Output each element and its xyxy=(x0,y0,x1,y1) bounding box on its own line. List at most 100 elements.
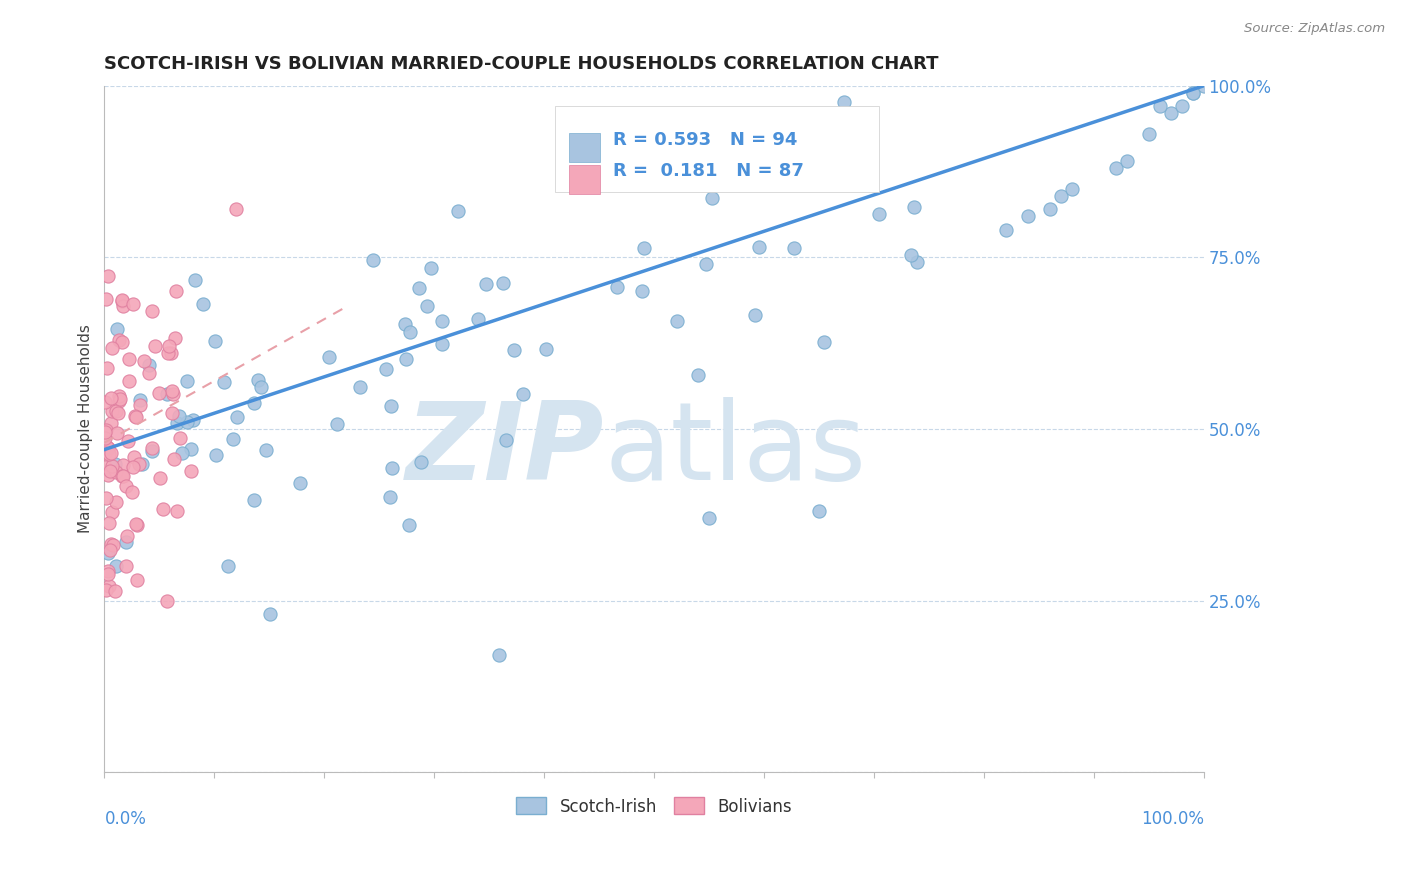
Point xyxy=(111,294,134,309)
Text: atlas: atlas xyxy=(605,397,866,502)
Bar xyxy=(569,165,600,194)
Point xyxy=(128,457,150,471)
Point xyxy=(378,490,401,504)
Point xyxy=(702,191,724,205)
Point xyxy=(127,573,149,587)
Legend: Scotch-Irish, Bolivians: Scotch-Irish, Bolivians xyxy=(509,790,799,822)
Point xyxy=(98,579,121,593)
Point xyxy=(447,204,470,219)
Point xyxy=(492,276,515,290)
Point xyxy=(125,516,148,531)
Point xyxy=(395,351,418,366)
Point xyxy=(222,432,245,446)
Point xyxy=(243,396,266,410)
Point xyxy=(430,313,453,327)
Point xyxy=(205,449,228,463)
Text: R = 0.593   N = 94: R = 0.593 N = 94 xyxy=(613,131,797,149)
Point xyxy=(748,240,770,254)
Point xyxy=(148,385,170,400)
Point xyxy=(1149,99,1171,113)
Point xyxy=(1049,188,1071,202)
Point xyxy=(97,516,120,531)
Point xyxy=(217,558,239,573)
Point xyxy=(115,528,138,542)
Point xyxy=(97,546,120,560)
Point xyxy=(165,284,187,298)
Point xyxy=(1060,182,1083,196)
Point xyxy=(141,304,163,318)
Point xyxy=(697,511,720,525)
Point xyxy=(349,380,371,394)
Point xyxy=(166,417,188,431)
Point xyxy=(374,362,396,376)
Point xyxy=(688,368,710,383)
Point xyxy=(94,460,117,475)
Point xyxy=(868,207,890,221)
Point xyxy=(807,504,830,518)
Point xyxy=(143,339,166,353)
Point xyxy=(100,404,122,418)
Point xyxy=(122,450,145,464)
Point xyxy=(118,374,141,388)
Point xyxy=(204,334,226,348)
Point xyxy=(155,593,177,607)
Point xyxy=(97,566,120,581)
Text: R =  0.181   N = 87: R = 0.181 N = 87 xyxy=(613,162,804,180)
Point xyxy=(149,471,172,485)
Point xyxy=(97,467,120,482)
Point xyxy=(163,451,186,466)
Point xyxy=(97,441,120,455)
Point xyxy=(115,534,138,549)
Point xyxy=(97,441,120,455)
Point xyxy=(100,504,122,518)
Point xyxy=(96,491,118,505)
Point xyxy=(115,559,138,574)
Point xyxy=(105,426,128,441)
Point xyxy=(100,458,122,473)
Point xyxy=(94,446,117,460)
Point xyxy=(96,440,118,454)
Point xyxy=(118,351,141,366)
Point xyxy=(246,373,269,387)
Point xyxy=(420,260,443,275)
Point xyxy=(170,445,193,459)
Point xyxy=(259,607,281,622)
Point xyxy=(98,464,121,478)
Point xyxy=(104,495,127,509)
Point xyxy=(167,409,190,424)
Point xyxy=(125,518,148,533)
Point xyxy=(326,417,349,431)
Point xyxy=(107,389,129,403)
Point xyxy=(398,518,420,533)
Point xyxy=(122,459,145,474)
Point xyxy=(111,469,134,483)
Point xyxy=(166,504,188,518)
Point xyxy=(1160,106,1182,120)
Text: Source: ZipAtlas.com: Source: ZipAtlas.com xyxy=(1244,22,1385,36)
Point xyxy=(112,299,135,313)
Point xyxy=(181,413,204,427)
Point xyxy=(160,406,183,420)
Point xyxy=(695,257,717,271)
Point xyxy=(138,366,160,380)
Text: SCOTCH-IRISH VS BOLIVIAN MARRIED-COUPLE HOUSEHOLDS CORRELATION CHART: SCOTCH-IRISH VS BOLIVIAN MARRIED-COUPLE … xyxy=(104,55,939,73)
Point xyxy=(900,248,922,262)
Point xyxy=(690,128,713,143)
Point xyxy=(107,406,129,420)
Point xyxy=(169,431,191,445)
Point xyxy=(212,375,235,389)
Point xyxy=(100,446,122,460)
Point xyxy=(94,425,117,439)
Point xyxy=(225,410,247,425)
Point xyxy=(1105,161,1128,176)
Point xyxy=(488,648,510,663)
Point xyxy=(162,386,184,401)
Point xyxy=(105,322,128,336)
Point xyxy=(96,360,118,375)
Point xyxy=(156,387,179,401)
Point xyxy=(157,338,180,352)
Point xyxy=(100,416,122,430)
Point xyxy=(832,95,855,109)
Point xyxy=(180,442,202,456)
Point xyxy=(394,317,416,331)
